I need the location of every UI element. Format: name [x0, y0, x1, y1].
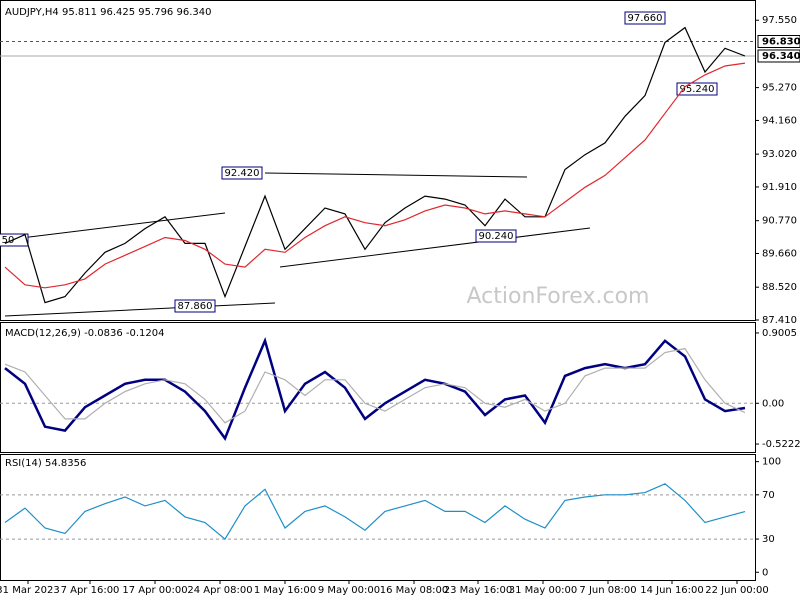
trendline: [264, 172, 528, 178]
annotation: 87.860: [178, 301, 213, 312]
series-line: [4, 26, 746, 304]
y-tick-label: 0.9005: [762, 328, 797, 339]
series-line: [4, 337, 746, 441]
price-box: [757, 35, 800, 49]
price-box: [757, 49, 800, 63]
series-line: [4, 62, 746, 289]
y-tick-label: 91.910: [762, 182, 797, 193]
rsi-title: RSI(14) 54.8356: [5, 458, 86, 469]
watermark: ActionForex.com: [467, 284, 650, 309]
y-tick-label: 30: [762, 534, 775, 545]
series-line: [4, 483, 746, 541]
x-tick-label: 14 Jun 16:00: [640, 585, 704, 596]
annotation: 95.240: [680, 84, 715, 95]
trendlines: [4, 172, 591, 317]
x-tick-label: 7 Apr 16:00: [61, 585, 120, 596]
series-line: [4, 347, 746, 424]
annotation-box: [475, 229, 517, 243]
x-tick-label: 23 May 16:00: [444, 585, 513, 596]
x-tick-label: 24 Apr 08:00: [187, 585, 252, 596]
macd-panel: [0, 322, 756, 453]
x-tick-label: 31 May 00:00: [509, 585, 578, 596]
annotation: 90.240: [479, 231, 514, 242]
y-tick-label: 0.00: [762, 398, 784, 409]
price-label: 96.830: [762, 37, 800, 48]
y-tick-label: 90.770: [762, 216, 797, 227]
trendline: [4, 302, 276, 317]
trendline: [279, 227, 591, 268]
price-label: 96.340: [762, 51, 800, 62]
annotation-box: [624, 11, 666, 25]
y-tick-label: 94.160: [762, 115, 797, 126]
y-tick-label: 95.270: [762, 83, 797, 94]
price-title: AUDJPY,H4 95.811 96.425 95.796 96.340: [5, 7, 211, 18]
annotation-box: [221, 166, 263, 180]
x-tick-label: 31 Mar 2023: [0, 585, 60, 596]
annotation: 97.660: [628, 13, 663, 24]
macd-title: MACD(12,26,9) -0.0836 -0.1204: [5, 328, 165, 339]
annotation-box: [174, 299, 216, 313]
annotation: 92.420: [225, 168, 260, 179]
y-tick-label: 88.520: [762, 282, 797, 293]
y-tick-label: 70: [762, 490, 775, 501]
y-tick-label: 97.550: [762, 15, 797, 26]
y-tick-label: 93.020: [762, 149, 797, 160]
x-tick-label: 7 Jun 08:00: [579, 585, 636, 596]
x-tick-label: 9 May 00:00: [318, 585, 380, 596]
y-tick-label: 100: [762, 457, 781, 468]
y-tick-label: 0: [762, 567, 768, 578]
x-tick-label: 17 Apr 00:00: [122, 585, 187, 596]
price-panel: [0, 0, 756, 321]
rsi-panel: [0, 454, 756, 581]
annotation: 50: [2, 235, 15, 246]
trendline: [4, 212, 226, 241]
x-tick-label: 22 Jun 00:00: [705, 585, 769, 596]
y-tick-label: 89.660: [762, 248, 797, 259]
y-tick-label: -0.5222: [762, 439, 800, 450]
x-tick-label: 1 May 16:00: [254, 585, 316, 596]
y-tick-label: 87.410: [762, 315, 797, 326]
x-tick-label: 16 May 08:00: [380, 585, 449, 596]
